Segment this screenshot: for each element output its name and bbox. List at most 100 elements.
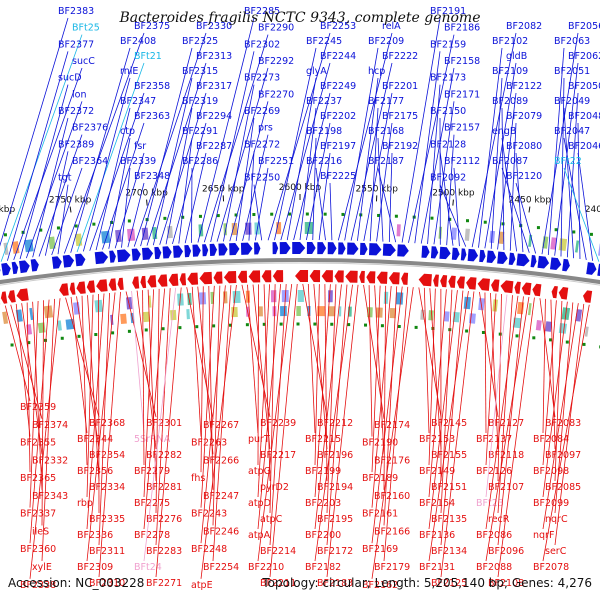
scale-dot	[60, 336, 64, 340]
reverse-label-connector	[383, 285, 387, 490]
reverse-gene-arrow	[96, 279, 108, 292]
forward-gene-label: BF2291	[182, 126, 218, 137]
scale-dot	[582, 342, 586, 346]
scale-tick-label: 2550 kbp	[356, 184, 399, 194]
reverse-label-connector	[374, 285, 385, 455]
reverse-label-connector	[497, 297, 535, 578]
forward-gene-arrow	[306, 242, 316, 255]
reverse-gene-arrow	[117, 277, 124, 290]
forward-gene-arrow	[537, 255, 550, 269]
forward-label-connector	[509, 122, 517, 251]
reverse-gene-label: BF2172	[317, 546, 353, 557]
reverse-gene-arrow	[551, 285, 558, 299]
forward-label-connector	[267, 32, 331, 241]
forward-gene-arrow	[229, 243, 240, 256]
forward-label-connector	[165, 107, 193, 245]
cog-color-block	[280, 306, 287, 317]
forward-gene-label: sucD	[58, 73, 82, 84]
reverse-label-connector	[368, 285, 373, 437]
forward-gene-arrow	[141, 247, 154, 261]
reverse-gene-label: BF2356	[77, 466, 113, 477]
forward-gene-label: glyA	[306, 66, 327, 77]
scale-dot	[313, 322, 317, 326]
reverse-gene-label: BF2160	[374, 491, 410, 502]
reverse-label-connector	[29, 300, 39, 508]
forward-label-connector	[127, 182, 145, 248]
forward-gene-label: BF2286	[182, 156, 218, 167]
forward-label-connector	[377, 167, 397, 243]
reverse-gene-arrow	[532, 283, 542, 297]
forward-gene-arrow	[154, 246, 162, 260]
cog-color-block	[258, 306, 263, 317]
forward-label-connector	[515, 152, 524, 253]
forward-label-connector	[274, 47, 317, 241]
scale-tick-mark	[69, 206, 72, 213]
reverse-gene-label: ileS	[32, 526, 49, 537]
reverse-label-connector	[143, 288, 166, 530]
reverse-label-connector	[131, 290, 145, 434]
forward-gene-label: BF2049	[554, 96, 590, 107]
forward-label-connector	[318, 152, 331, 241]
forward-gene-label: BF2364	[72, 156, 108, 167]
reverse-gene-arrow	[334, 270, 344, 283]
reverse-label-connector	[383, 286, 409, 562]
scale-tick-label: 2400 kbp	[585, 205, 600, 215]
forward-label-connector	[350, 62, 393, 241]
scale-dot	[589, 232, 593, 236]
forward-gene-label: BF2192	[382, 141, 418, 152]
reverse-label-connector	[307, 283, 316, 434]
forward-gene-label: sucC	[72, 56, 95, 67]
reverse-gene-arrow	[418, 273, 432, 287]
forward-gene-label: gldB	[506, 51, 527, 62]
reverse-label-connector	[208, 286, 214, 490]
scale-tick-label: 2700 kbp	[125, 189, 168, 199]
reverse-gene-label: BF2149	[419, 466, 455, 477]
reverse-label-connector	[186, 287, 214, 419]
forward-label-connector	[235, 117, 255, 242]
forward-label-connector	[248, 151, 255, 241]
reverse-gene-arrow	[448, 275, 456, 288]
forward-label-connector	[414, 51, 441, 244]
cog-color-block	[396, 224, 401, 237]
forward-gene-label: BF2383	[58, 6, 94, 17]
forward-gene-label: fsr	[134, 141, 146, 152]
forward-label-connector	[114, 152, 145, 249]
forward-gene-arrow	[347, 242, 359, 255]
forward-label-connector	[377, 137, 384, 242]
reverse-label-connector	[383, 286, 398, 526]
reverse-gene-arrow	[76, 281, 86, 294]
reverse-label-connector	[485, 295, 519, 530]
scale-dot	[252, 213, 256, 217]
forward-gene-arrow	[209, 243, 218, 256]
forward-gene-label: BF2202	[320, 111, 356, 122]
reverse-label-connector	[484, 292, 487, 434]
reverse-label-connector	[98, 292, 110, 546]
scale-dot	[262, 322, 266, 326]
cog-color-block	[48, 236, 56, 250]
reverse-gene-label: BF2282	[146, 450, 182, 461]
reverse-gene-arrow	[500, 280, 514, 294]
reverse-label-connector	[371, 286, 403, 544]
reverse-gene-label: BF2343	[32, 491, 68, 502]
forward-gene-label: BF2358	[134, 81, 170, 92]
forward-gene-label: BF2330	[196, 21, 232, 32]
forward-gene-label: lon	[72, 89, 86, 100]
reverse-gene-arrow	[69, 282, 76, 295]
forward-gene-arrow	[508, 252, 516, 265]
reverse-gene-arrow	[179, 273, 187, 286]
forward-gene-arrow	[421, 245, 430, 258]
forward-label-connector	[501, 137, 518, 252]
forward-gene-arrow	[30, 259, 39, 272]
forward-label-connector	[254, 167, 269, 241]
scale-dot	[414, 325, 418, 329]
scale-tick-label: 2600 kbp	[279, 183, 322, 193]
forward-gene-label: BF2191	[430, 6, 466, 17]
scale-dot	[181, 215, 185, 219]
reverse-gene-arrow	[491, 279, 500, 292]
reverse-gene-label: atpE	[191, 580, 213, 591]
forward-label-connector	[547, 47, 565, 255]
forward-label-connector	[501, 167, 530, 253]
reverse-label-connector	[191, 286, 202, 437]
forward-gene-label: BF2272	[244, 139, 280, 150]
scale-tick-mark	[528, 206, 531, 213]
